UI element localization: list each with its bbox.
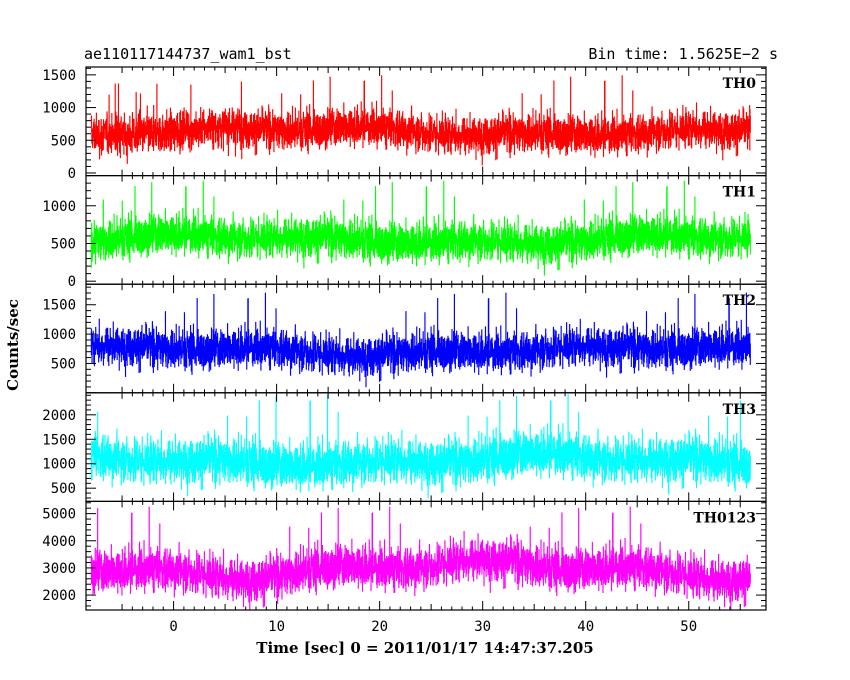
y-tick-label: 500 bbox=[51, 236, 76, 252]
panel-label: TH3 bbox=[723, 402, 756, 418]
y-tick-label: 2000 bbox=[42, 408, 76, 424]
y-tick-label: 1000 bbox=[42, 199, 76, 215]
panel-label: TH2 bbox=[723, 293, 756, 309]
y-tick-label: 0 bbox=[68, 274, 76, 290]
y-tick-label: 1500 bbox=[42, 432, 76, 448]
y-tick-label: 1000 bbox=[42, 457, 76, 473]
y-tick-label: 1500 bbox=[42, 68, 76, 84]
y-tick-label: 5000 bbox=[42, 507, 76, 523]
y-tick-label: 0 bbox=[68, 166, 76, 182]
x-tick-label: 10 bbox=[268, 619, 285, 635]
y-tick-label: 4000 bbox=[42, 534, 76, 550]
series-th3 bbox=[90, 394, 751, 499]
y-tick-label: 2000 bbox=[42, 588, 76, 604]
y-tick-label: 500 bbox=[51, 356, 76, 372]
series-th1 bbox=[90, 180, 751, 276]
x-tick-label: 0 bbox=[169, 619, 177, 635]
panel-label: TH0123 bbox=[693, 510, 756, 526]
panel-th1: 0 500 1000 TH1 bbox=[42, 175, 767, 290]
panel-th3: 500 1000 1500 2000 TH3 bbox=[42, 392, 767, 502]
panel-label: TH0 bbox=[723, 76, 757, 92]
panel-label: TH1 bbox=[723, 185, 756, 201]
x-tick-label: 40 bbox=[577, 619, 594, 635]
y-axis-label: Counts/sec bbox=[4, 299, 22, 391]
panel-th0123: 2000 3000 4000 5000 TH0123 bbox=[42, 500, 767, 611]
y-tick-label: 1500 bbox=[42, 298, 76, 314]
x-tick-label: 50 bbox=[680, 619, 697, 635]
panel-th2: 500 1000 1500 TH2 bbox=[42, 283, 767, 394]
y-tick-label: 1000 bbox=[42, 101, 76, 117]
series-th2 bbox=[90, 292, 751, 388]
chart-title: ae110117144737_wam1_bst bbox=[84, 45, 292, 63]
y-tick-label: 500 bbox=[51, 133, 76, 149]
y-tick-label: 1000 bbox=[42, 327, 76, 343]
panel-th0: 0 500 1000 1500 TH0 bbox=[42, 66, 767, 182]
series-th0123 bbox=[90, 506, 751, 610]
x-tick-label: 30 bbox=[474, 619, 491, 635]
y-tick-label: 500 bbox=[51, 481, 76, 497]
x-axis-label: Time [sec] 0 = 2011/01/17 14:47:37.205 bbox=[256, 639, 593, 657]
bin-time-label: Bin time: 1.5625E−2 s bbox=[588, 45, 778, 63]
x-tick-label: 20 bbox=[371, 619, 388, 635]
panel-frame bbox=[85, 500, 767, 611]
y-tick-label: 3000 bbox=[42, 561, 76, 577]
series-th0 bbox=[90, 75, 751, 166]
